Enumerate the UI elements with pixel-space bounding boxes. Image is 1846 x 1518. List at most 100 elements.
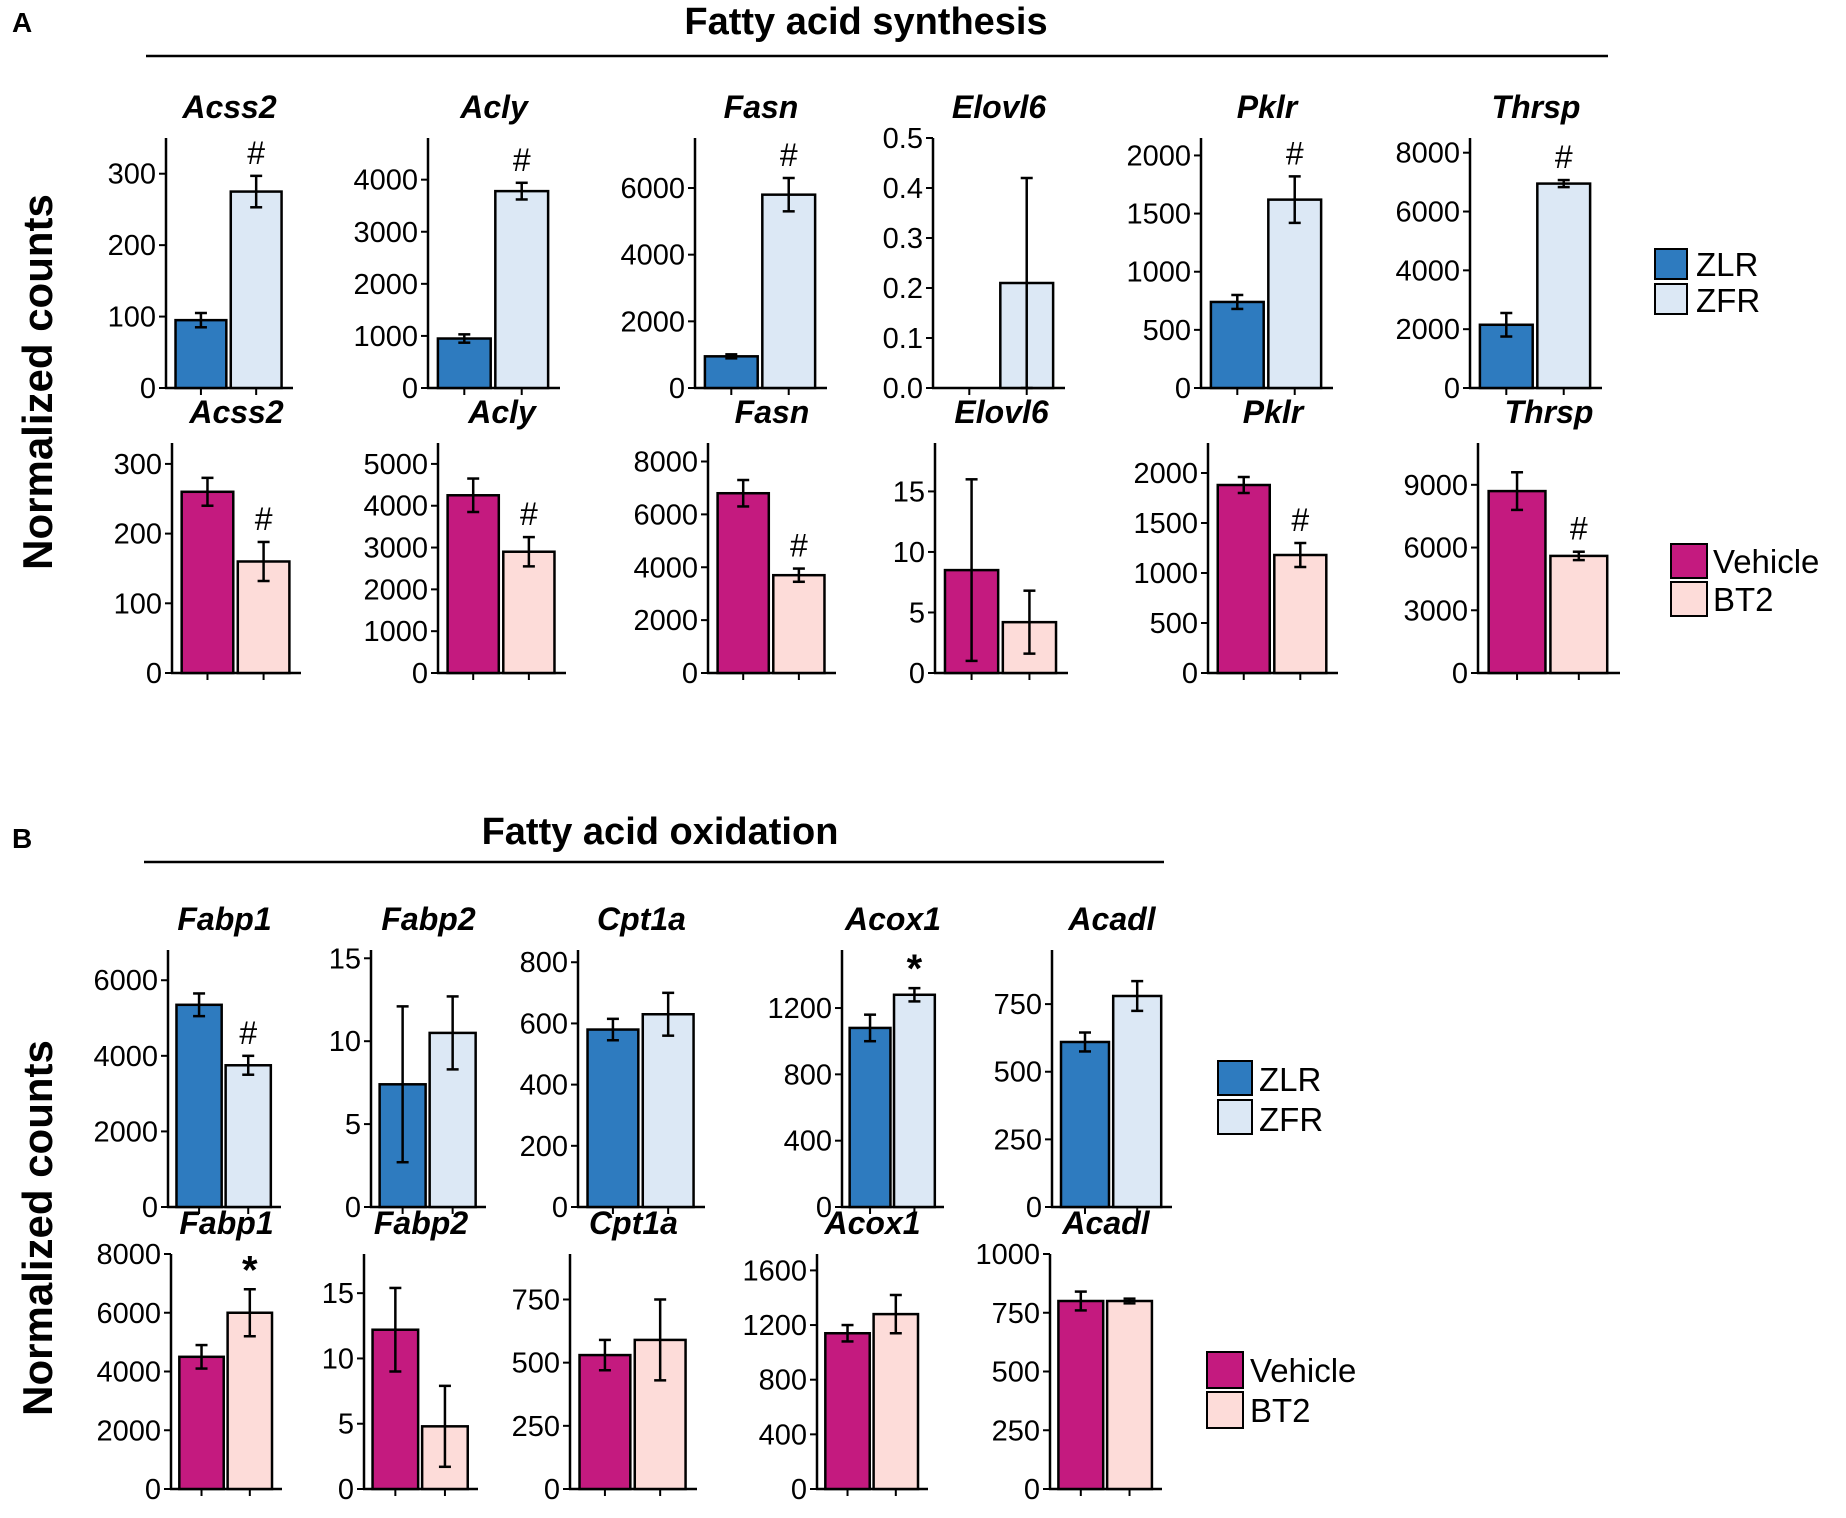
legend-label-zlr: ZLR: [1259, 1061, 1321, 1098]
gene-title: Fabp1: [179, 1205, 273, 1241]
y-tick-label: 4000: [620, 240, 685, 272]
y-tick-label: 10: [893, 537, 925, 569]
bar-vehicle: [1216, 483, 1271, 675]
chart-a-bottom-thrsp: Thrsp 0 3000 6000 9000 #: [1403, 394, 1620, 690]
panel-b-title: Fatty acid oxidation: [482, 811, 839, 853]
y-tick-label: 1000: [975, 1239, 1040, 1271]
bar-bt2: [633, 1338, 687, 1491]
bar-bt2: [1273, 553, 1328, 675]
y-tick-label: 300: [108, 159, 156, 191]
y-tick-label: 0: [145, 1474, 161, 1506]
y-tick-label: 9000: [1403, 470, 1468, 502]
y-tick-label: 500: [1143, 315, 1191, 347]
legend-swatch-bt2: [1206, 1391, 1244, 1429]
gene-title: Thrsp: [1492, 89, 1581, 125]
significance-marker: *: [907, 947, 923, 991]
significance-marker: #: [1570, 511, 1588, 547]
y-tick-label: 0: [791, 1474, 807, 1506]
significance-marker: #: [255, 501, 273, 537]
significance-marker: #: [1555, 139, 1573, 175]
y-tick-label: 0: [1024, 1474, 1040, 1506]
y-tick-label: 2000: [363, 574, 428, 606]
y-tick-label: 750: [994, 989, 1042, 1021]
legend-panel-b-treatment: Vehicle BT2: [1206, 1351, 1356, 1429]
y-tick-label: 4000: [363, 491, 428, 523]
y-tick-label: 5: [345, 1109, 361, 1141]
bar-zlr: [436, 337, 492, 390]
gene-title: Fabp1: [177, 901, 271, 937]
gene-title: Fabp2: [374, 1205, 468, 1241]
panel-a-title: Fatty acid synthesis: [684, 1, 1047, 43]
y-tick-label: 1200: [767, 993, 832, 1025]
y-tick-label: 500: [1150, 608, 1198, 640]
y-tick-label: 0.4: [883, 173, 923, 205]
bar-vehicle: [180, 490, 235, 675]
bar-bt2: [872, 1312, 920, 1491]
significance-marker: #: [780, 137, 798, 173]
y-tick-label: 6000: [96, 1298, 161, 1330]
bar-bt2: [772, 573, 826, 675]
chart-a-top-thrsp: Thrsp 0 2000 4000 6000 8000 #: [1395, 89, 1602, 405]
bar-zfr: [1267, 198, 1323, 390]
gene-title: Fasn: [735, 394, 810, 430]
y-tick-label: 500: [992, 1357, 1040, 1389]
y-tick-label: 0: [1026, 1192, 1042, 1224]
y-tick-label: 250: [512, 1411, 560, 1443]
y-tick-label: 0: [1452, 658, 1468, 690]
y-tick-label: 6000: [1395, 197, 1460, 229]
significance-marker: #: [513, 142, 531, 178]
gene-title: Elovl6: [952, 89, 1046, 125]
bar-vehicle: [446, 494, 501, 675]
y-tick-label: 1000: [353, 321, 418, 353]
y-tick-label: 400: [784, 1126, 832, 1158]
y-tick-label: 0: [669, 373, 685, 405]
bar-bt2: [226, 1311, 274, 1491]
y-tick-label: 500: [512, 1348, 560, 1380]
legend-swatch-zfr: [1217, 1099, 1253, 1135]
y-tick-label: 5: [338, 1409, 354, 1441]
y-tick-label: 0: [338, 1474, 354, 1506]
y-tick-label: 1000: [1133, 558, 1198, 590]
bar-zlr: [1209, 300, 1265, 390]
y-tick-label: 4000: [353, 165, 418, 197]
y-tick-label: 100: [114, 588, 162, 620]
bar-zlr: [1059, 1040, 1111, 1209]
legend-label-zfr: ZFR: [1696, 282, 1760, 319]
chart-b-top-fabp1: Fabp1 0 2000 4000 6000 #: [93, 901, 281, 1224]
y-tick-label: 0.2: [883, 273, 923, 305]
y-tick-label: 2000: [633, 605, 698, 637]
y-tick-label: 15: [329, 943, 361, 975]
significance-marker: #: [520, 496, 538, 532]
y-tick-label: 1500: [1126, 199, 1191, 231]
bar-bt2: [502, 550, 556, 675]
gene-title: Acss2: [188, 394, 284, 430]
chart-a-bottom-fasn: Fasn 0 2000 4000 6000 8000 #: [633, 394, 836, 690]
gene-title: Acox1: [823, 1205, 920, 1241]
legend-swatch-zlr: [1654, 248, 1688, 280]
bar-vehicle: [824, 1331, 871, 1491]
gene-title: Cpt1a: [589, 1205, 678, 1241]
y-tick-label: 6000: [1403, 533, 1468, 565]
bar-bt2: [1105, 1299, 1154, 1491]
y-tick-label: 15: [322, 1278, 354, 1310]
significance-marker: #: [1286, 135, 1304, 171]
y-tick-label: 1500: [1133, 508, 1198, 540]
gene-title: Acox1: [844, 901, 941, 937]
chart-a-bottom-pklr: Pklr 0 500 1000 1500 2000 #: [1133, 394, 1338, 690]
chart-b-top-cpt1a: Cpt1a 0 200 400 600 800: [520, 901, 705, 1224]
panel-b-y-axis-label: Normalized counts: [14, 1040, 61, 1416]
y-tick-label: 0: [816, 1192, 832, 1224]
y-tick-label: 5: [909, 597, 925, 629]
y-tick-label: 0: [412, 658, 428, 690]
y-tick-label: 2000: [1395, 314, 1460, 346]
y-tick-label: 6000: [633, 499, 698, 531]
y-tick-label: 4000: [633, 552, 698, 584]
gene-title: Pklr: [1243, 394, 1305, 430]
y-tick-label: 250: [992, 1415, 1040, 1447]
chart-a-top-pklr: Pklr 0 500 1000 1500 2000 #: [1126, 89, 1333, 405]
y-tick-label: 750: [992, 1298, 1040, 1330]
significance-marker: *: [242, 1248, 258, 1292]
y-tick-label: 5000: [363, 449, 428, 481]
bar-bt2: [1549, 554, 1609, 675]
y-tick-label: 750: [512, 1284, 560, 1316]
